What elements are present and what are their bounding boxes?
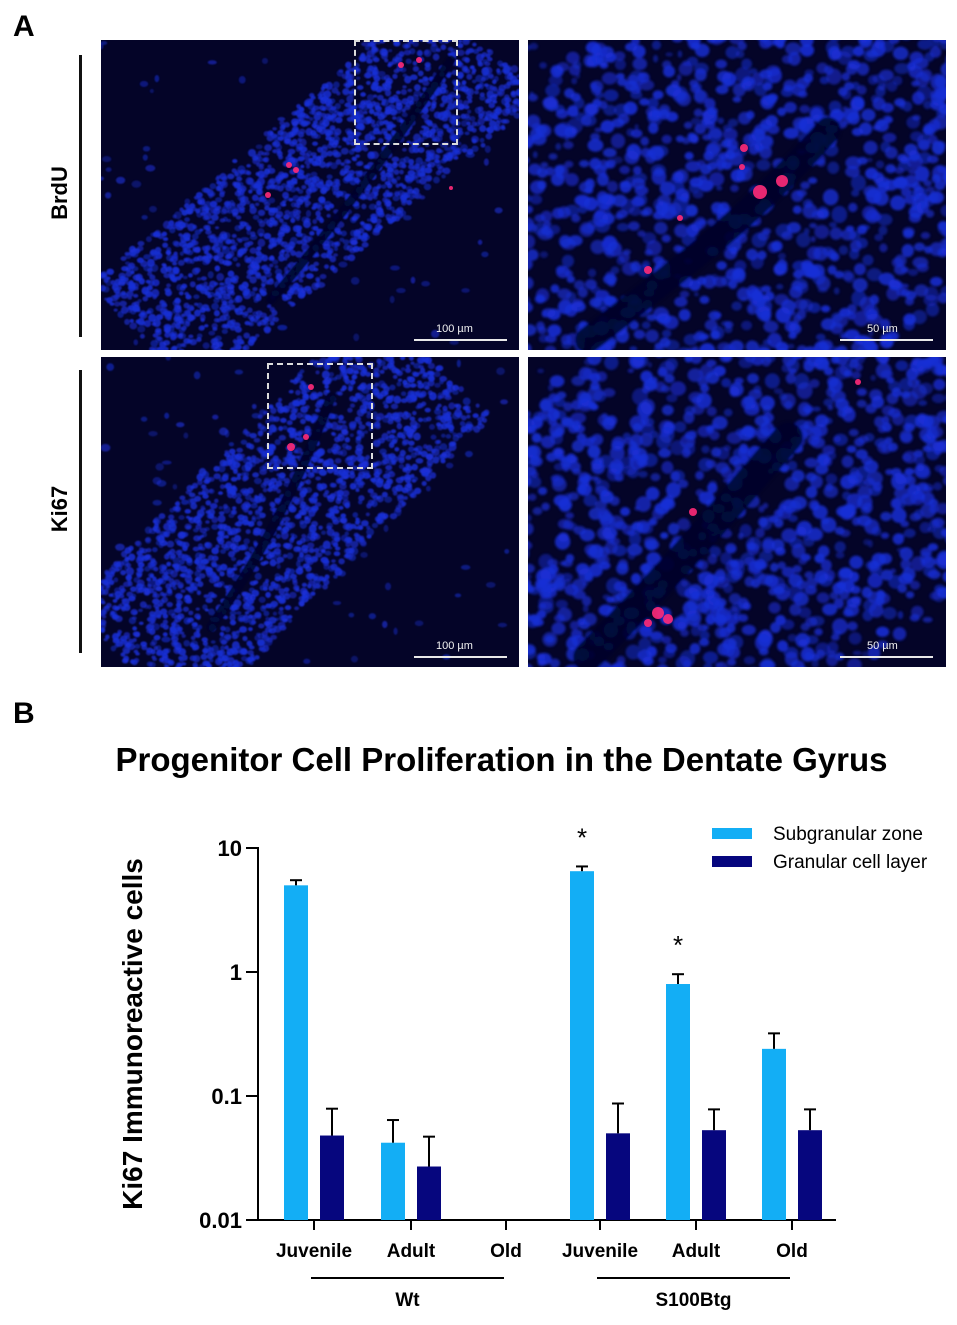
bar-subgranular-zone — [570, 871, 594, 1220]
bar-subgranular-zone — [762, 1048, 786, 1220]
x-tick-label: Juvenile — [562, 1241, 638, 1262]
scale-bar-label: 100 µm — [436, 323, 473, 335]
bar-granular-cell-layer — [798, 1130, 822, 1220]
micrograph-ki67-zoom-image — [528, 357, 946, 667]
x-tick-label: Adult — [387, 1241, 436, 1262]
scale-bar-label: 50 µm — [867, 323, 898, 335]
micrograph-ki67-zoom: 50 µm — [528, 357, 946, 667]
bar-granular-cell-layer — [702, 1130, 726, 1220]
bar-granular-cell-layer — [320, 1135, 344, 1220]
group-label: S100Btg — [655, 1290, 731, 1311]
micrograph-ki67-overview: 100 µm — [101, 357, 519, 667]
x-tick-label: Adult — [672, 1241, 721, 1262]
group-label: Wt — [395, 1290, 420, 1311]
legend-swatch — [712, 828, 752, 839]
x-tick-label: Juvenile — [276, 1241, 352, 1262]
panel-b-letter: B — [13, 697, 35, 730]
bar-granular-cell-layer — [606, 1133, 630, 1220]
bar-subgranular-zone — [666, 984, 690, 1220]
significance-marker: * — [577, 822, 587, 852]
scale-bar-label: 50 µm — [867, 640, 898, 652]
panel-a-letter: A — [13, 10, 35, 43]
legend-swatch — [712, 856, 752, 867]
scale-bar-label: 100 µm — [436, 640, 473, 652]
zoom-region-box — [354, 40, 458, 145]
y-tick-label: 1 — [230, 960, 242, 985]
scale-bar — [840, 656, 933, 658]
x-tick-label: Old — [776, 1241, 808, 1262]
y-axis-label: Ki67 Immunoreactive cells — [117, 858, 148, 1210]
y-tick-label: 0.1 — [211, 1084, 242, 1109]
row-bracket-ki67 — [79, 370, 82, 653]
bar-chart: Ki67 Immunoreactive cells 0.01 0.1 1 10 * * Juv… — [117, 822, 928, 1311]
micrograph-brdu-zoom: 50 µm — [528, 40, 946, 350]
zoom-region-box — [267, 363, 373, 469]
legend-label: Subgranular zone — [773, 824, 923, 845]
scale-bar — [414, 656, 507, 658]
x-tick-label: Old — [490, 1241, 522, 1262]
micrograph-brdu-overview-image — [101, 40, 519, 350]
chart-title: Progenitor Cell Proliferation in the Den… — [115, 741, 888, 778]
row-label-brdu: BrdU — [47, 166, 72, 220]
significance-marker: * — [673, 930, 683, 960]
bar-subgranular-zone — [284, 885, 308, 1220]
micrograph-brdu-zoom-image — [528, 40, 946, 350]
row-bracket-brdu — [79, 55, 82, 337]
micrograph-brdu-overview: 100 µm — [101, 40, 519, 350]
row-label-ki67: Ki67 — [47, 485, 72, 533]
y-tick-label: 10 — [218, 836, 242, 861]
y-tick-label: 0.01 — [199, 1208, 242, 1233]
bar-granular-cell-layer — [417, 1166, 441, 1220]
bar-subgranular-zone — [381, 1142, 405, 1220]
legend-label: Granular cell layer — [773, 852, 928, 873]
micrograph-ki67-overview-image — [101, 357, 519, 667]
scale-bar — [840, 339, 933, 341]
scale-bar — [414, 339, 507, 341]
